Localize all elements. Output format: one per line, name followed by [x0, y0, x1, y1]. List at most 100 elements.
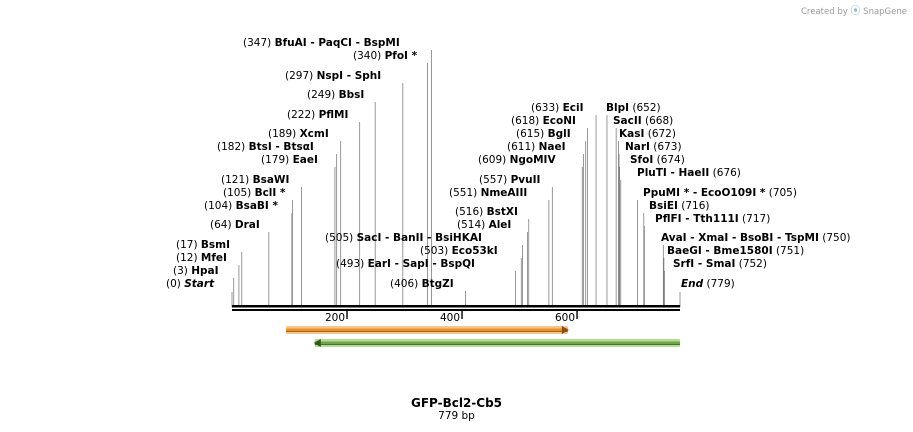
enzyme-name: - PaqCI: [307, 37, 352, 49]
end-position: (779): [703, 278, 735, 290]
site-position: (705): [765, 187, 797, 199]
ruler-tick-label: 600: [555, 312, 575, 324]
enzyme-label: (222) PflMI: [287, 109, 348, 121]
snapgene-logo-icon: ⦿: [850, 6, 861, 17]
enzyme-label: (340) PfoI *: [353, 50, 418, 62]
construct-name: GFP-Bcl2-Cb5: [410, 396, 503, 410]
site-position: (717): [739, 213, 771, 225]
site-position: (551): [449, 187, 481, 199]
enzyme-label: (609) NgoMIV: [478, 154, 556, 166]
enzyme-label: PflFI - Tth111I (717): [655, 213, 770, 225]
enzyme-label: (249) BbsI: [307, 89, 364, 101]
enzyme-label: (3) HpaI: [173, 265, 219, 277]
enzyme-name: - BanII: [381, 232, 423, 244]
enzyme-name: BlpI: [606, 102, 629, 114]
start-position: (0): [166, 278, 184, 290]
sequence-strand-top: [232, 305, 680, 308]
site-position: (618): [511, 115, 543, 127]
orange-feature-bar: [286, 328, 568, 332]
site-position: (674): [653, 154, 685, 166]
enzyme-name: KasI: [619, 128, 644, 140]
ruler-tick-label: 200: [325, 312, 345, 324]
enzyme-label: (557) PvuII: [479, 174, 540, 186]
site-position: (121): [221, 174, 253, 186]
start-text: Start: [184, 278, 215, 290]
enzyme-name: NarI: [625, 141, 650, 153]
enzyme-name: NmeAIII: [481, 187, 528, 199]
enzyme-name: - HaeII: [667, 167, 709, 179]
enzyme-name: SacI: [357, 232, 382, 244]
enzyme-name: PvuII: [511, 174, 541, 186]
enzyme-name: BstXI: [487, 206, 518, 218]
enzyme-name: BsmI: [201, 239, 230, 251]
site-position: (189): [268, 128, 300, 140]
enzyme-label: (17) BsmI: [176, 239, 230, 251]
construct-length: 779 bp: [438, 410, 475, 422]
enzyme-label: (105) BclI *: [223, 187, 286, 199]
enzyme-name: HpaI: [191, 265, 218, 277]
enzyme-name: BtgZI: [422, 278, 454, 290]
enzyme-name: - BsoBI: [728, 232, 773, 244]
enzyme-name: DraI: [235, 219, 260, 231]
enzyme-name: PluTI: [637, 167, 667, 179]
enzyme-label: (121) BsaWI: [221, 174, 289, 186]
site-position: (12): [176, 252, 201, 264]
site-position: (676): [709, 167, 741, 179]
enzyme-label: (189) XcmI: [268, 128, 329, 140]
enzyme-name: - BspMI: [352, 37, 400, 49]
orange-feature-arrowhead: [561, 326, 569, 334]
enzyme-label: (615) BglI: [516, 128, 571, 140]
enzyme-label: (182) BtsI - BtsαI: [217, 141, 314, 153]
enzyme-label: BsiEI (716): [649, 200, 710, 212]
enzyme-name: NaeI: [539, 141, 566, 153]
enzyme-label: (633) EciI: [531, 102, 583, 114]
enzyme-label: (516) BstXI: [455, 206, 518, 218]
site-position: (3): [173, 265, 191, 277]
enzyme-name: - TspMI: [773, 232, 819, 244]
enzyme-label: (505) SacI - BanII - BsiHKAI: [325, 232, 482, 244]
enzyme-name: EarI: [368, 258, 391, 270]
enzyme-label: (551) NmeAIII: [449, 187, 527, 199]
enzyme-name: NgoMIV: [510, 154, 557, 166]
enzyme-name: EcoNI: [543, 115, 576, 127]
site-position: (673): [650, 141, 682, 153]
site-position: (611): [507, 141, 539, 153]
enzyme-label: (347) BfuAI - PaqCI - BspMI: [243, 37, 400, 49]
enzyme-name: - SmaI: [694, 258, 735, 270]
site-position: (716): [678, 200, 710, 212]
enzyme-name: BsaBI *: [236, 200, 279, 212]
site-position: (668): [642, 115, 674, 127]
green-feature-bar: [314, 341, 680, 345]
enzyme-name: BfuAI: [275, 37, 307, 49]
site-position: (17): [176, 239, 201, 251]
site-position: (514): [457, 219, 489, 231]
green-feature-arrowhead: [313, 339, 321, 347]
site-position: (347): [243, 37, 275, 49]
site-position: (340): [353, 50, 385, 62]
enzyme-name: - Bme1580I: [702, 245, 773, 257]
enzyme-label: NarI (673): [625, 141, 682, 153]
enzyme-name: PflMI: [319, 109, 349, 121]
enzyme-name: - BtsαI: [272, 141, 314, 153]
enzyme-name: - XmaI: [687, 232, 729, 244]
site-position: (750): [819, 232, 851, 244]
enzyme-name: BsaWI: [253, 174, 290, 186]
enzyme-name: BglI: [548, 128, 571, 140]
site-position: (182): [217, 141, 249, 153]
end-label: End (779): [681, 278, 735, 290]
enzyme-name: BtsI: [249, 141, 272, 153]
site-position: (503): [420, 245, 452, 257]
enzyme-label: (297) NspI - SphI: [285, 70, 381, 82]
site-position: (64): [210, 219, 235, 231]
site-position: (752): [735, 258, 767, 270]
enzyme-name: MfeI: [201, 252, 227, 264]
credit-brand: SnapGene: [863, 7, 907, 17]
enzyme-name: NspI: [317, 70, 343, 82]
credit-prefix: Created by: [800, 7, 848, 17]
enzyme-label: (514) AleI: [457, 219, 511, 231]
enzyme-name: PfoI *: [385, 50, 418, 62]
enzyme-label: (406) BtgZI: [390, 278, 454, 290]
enzyme-label: (12) MfeI: [176, 252, 227, 264]
enzyme-name: SfoI: [630, 154, 653, 166]
